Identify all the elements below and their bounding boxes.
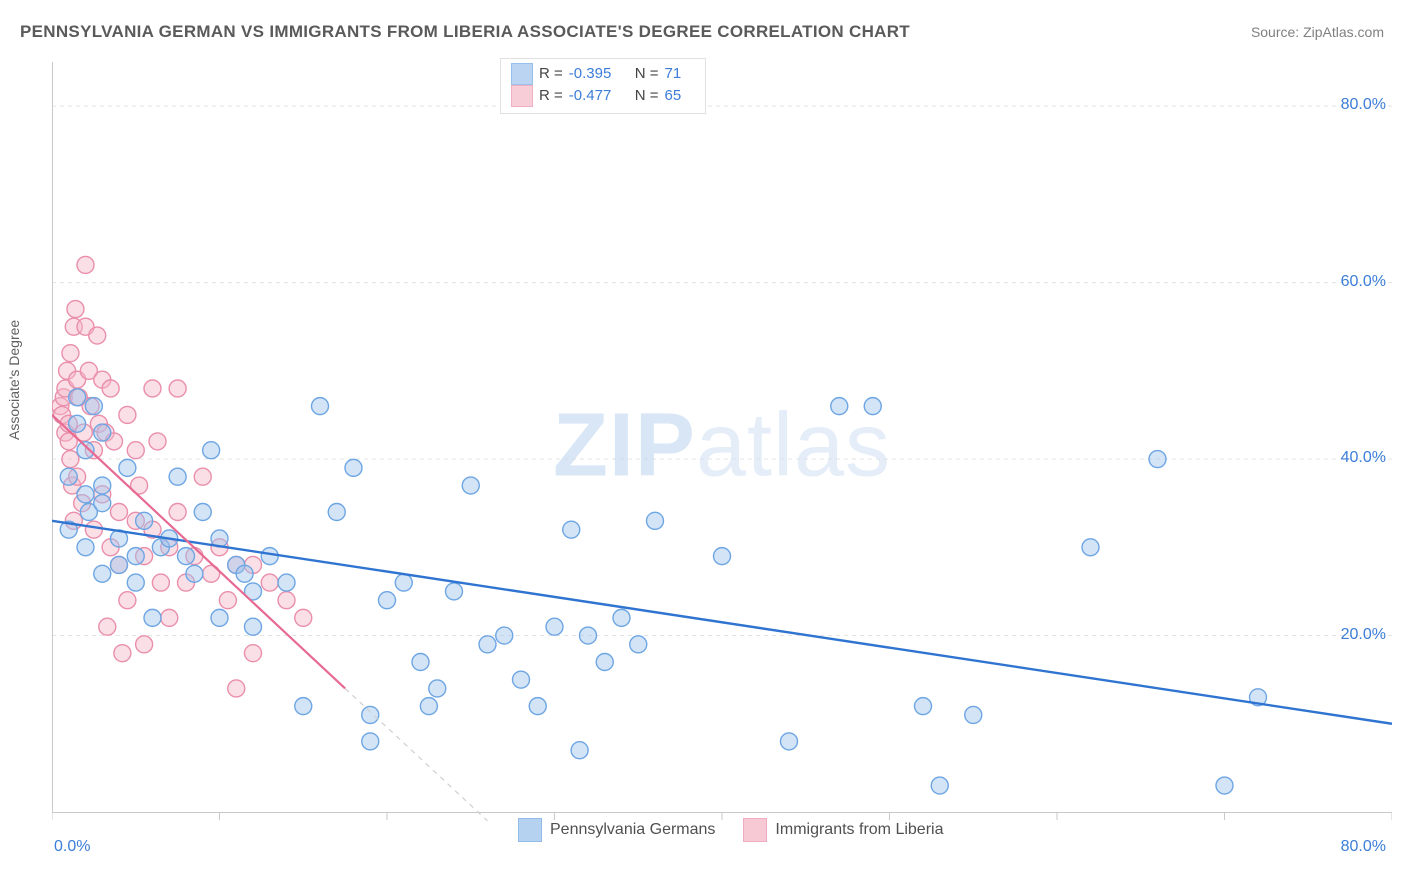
legend-swatch [518, 818, 542, 842]
r-label: R = [539, 63, 563, 85]
source-attribution: Source: ZipAtlas.com [1251, 24, 1384, 40]
r-value: -0.395 [569, 63, 629, 85]
n-label: N = [635, 85, 659, 107]
plot-area: ZIPatlas R =-0.395N =71R =-0.477N =65 Pe… [52, 54, 1392, 854]
source-link[interactable]: ZipAtlas.com [1303, 24, 1384, 40]
y-tick-label: 60.0% [1341, 273, 1386, 291]
x-axis-max-label: 80.0% [1341, 838, 1386, 856]
legend-item: Immigrants from Liberia [743, 818, 943, 842]
legend-swatch [511, 63, 533, 85]
y-axis-label: Associate's Degree [6, 320, 22, 440]
chart-title: PENNSYLVANIA GERMAN VS IMMIGRANTS FROM L… [20, 22, 910, 42]
y-tick-label: 80.0% [1341, 96, 1386, 114]
source-prefix: Source: [1251, 24, 1303, 40]
r-value: -0.477 [569, 85, 629, 107]
n-label: N = [635, 63, 659, 85]
correlation-row: R = -0.477 N = 65 [511, 85, 695, 107]
r-label: R = [539, 85, 563, 107]
correlation-row: R = -0.395 N = 71 [511, 63, 695, 85]
legend-label: Immigrants from Liberia [775, 821, 943, 839]
legend-swatch [743, 818, 767, 842]
legend-swatch [511, 85, 533, 107]
legend-label: Pennsylvania Germans [550, 821, 715, 839]
correlation-legend: R = -0.395 N = 71 R = -0.477 N = 65 [500, 58, 706, 114]
y-tick-label: 20.0% [1341, 626, 1386, 644]
series-legend: Pennsylvania Germans Immigrants from Libe… [518, 818, 943, 842]
n-value: 65 [665, 85, 695, 107]
n-value: 71 [665, 63, 695, 85]
scatter-chart-svg [52, 54, 1392, 854]
x-axis-min-label: 0.0% [54, 838, 90, 856]
legend-item: Pennsylvania Germans [518, 818, 715, 842]
y-tick-label: 40.0% [1341, 449, 1386, 467]
